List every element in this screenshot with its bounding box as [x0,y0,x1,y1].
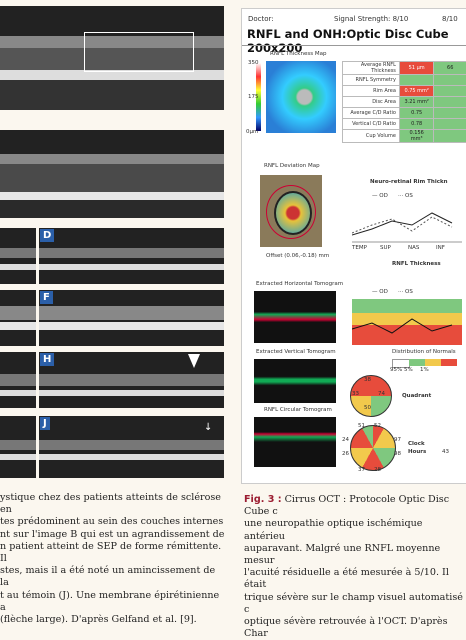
h-tomogram [254,291,336,343]
panel-tag-d: D [40,229,55,242]
left-figure-caption: ystique chez des patients atteints de sc… [0,492,225,626]
small-arrow-icon: ↓ [204,422,213,433]
right-figure-caption: Fig. 3 : Cirrus OCT : Protocole Optic Di… [244,494,463,640]
scale-tick-175: 175 [248,94,259,100]
clock-val-6: 98 [394,451,401,457]
oct-panel-h: H [39,352,224,408]
thickness-map [266,61,336,133]
c-tomogram [254,417,336,467]
axis-inf: INF [436,245,445,251]
oct-panel-i [0,416,36,478]
oct-panel-top [0,6,224,110]
thickness-map-title: RNFL Thickness Map [270,51,327,57]
quad-sup: 38 [364,377,371,383]
panel-tag-j: J [40,417,50,430]
legend-os: ··· OS [398,193,413,199]
c-tomogram-title: RNFL Circular Tomogram [264,407,332,413]
rim-thickness-chart [352,212,462,243]
axis-nas: NAS [408,245,420,251]
doctor-label: Doctor: [248,15,274,23]
axis-temp: TEMP [352,245,367,251]
clock-label: Clock [408,441,425,447]
dist-5: 5% [404,367,413,373]
clock-hours-chart [350,425,396,471]
offset-label: Offset (0.06,-0.18) mm [266,253,330,259]
deviation-map [260,175,322,247]
figure-number: Fig. 3 : [244,494,282,505]
quad-nas: 74 [378,391,385,397]
quad-temp: 33 [352,391,359,397]
thickness-colorbar [256,63,261,131]
v-tomogram-title: Extracted Vertical Tomogram [256,349,336,355]
distribution-legend [392,359,458,368]
oct-panel-f: F [39,290,224,346]
scale-tick-350: 350 [248,60,259,66]
quad-inf: 50 [364,405,371,411]
signal-strength-os: 8/10 [442,15,458,23]
deviation-map-title: RNFL Deviation Map [264,163,320,169]
panel-tag-h: H [40,353,55,366]
cirrus-oct-report: Doctor: Signal Strength: 8/10 8/10 RNFL … [241,8,466,484]
oct-panel-g [0,352,36,408]
rnfl-thickness-plot [352,299,462,345]
v-tomogram [254,359,336,403]
legend-od: — OD [372,193,388,199]
dist-95: 95% [390,367,403,373]
legend-os-2: ··· OS [398,289,413,295]
clock-val-1: 51 [358,423,365,429]
clock-val-8: 28 [374,467,381,473]
rim-chart-title: Neuro-retinal Rim Thickn [370,179,448,185]
scale-tick-0: 0μm [246,129,259,135]
distribution-title: Distribution of Normals [392,349,456,355]
hours-label: Hours [408,449,427,455]
signal-strength: Signal Strength: 8/10 [334,15,409,23]
rnfl-params-table: Average RNFL Thickness 51 μm 66 RNFL Symme… [342,61,466,143]
clock-val-5: 97 [394,437,401,443]
dist-1: 1% [420,367,429,373]
oct-panel-b [0,130,224,218]
panel-tag-f: F [40,291,53,304]
legend-od-2: — OD [372,289,388,295]
clock-val-9: 43 [442,449,449,455]
oct-panel-j: J ↓ [39,416,224,478]
axis-sup: SUP [380,245,391,251]
oct-panel-c [0,228,36,284]
rnfl-thickness-title: RNFL Thickness [392,261,441,267]
oct-panel-d: D [39,228,224,284]
clock-val-4: 26 [342,451,349,457]
report-title: RNFL and ONH:Optic Disc Cube 200x200 [247,27,449,55]
large-arrow-icon [188,354,200,368]
quadrant-chart [350,375,392,417]
clock-val-3: 24 [342,437,349,443]
clock-val-2: 52 [374,423,381,429]
clock-val-7: 37 [358,467,365,473]
h-tomogram-title: Extracted Horizontal Tomogram [256,281,344,287]
oct-panel-e [0,290,36,346]
quadrant-label: Quadrant [402,393,432,399]
